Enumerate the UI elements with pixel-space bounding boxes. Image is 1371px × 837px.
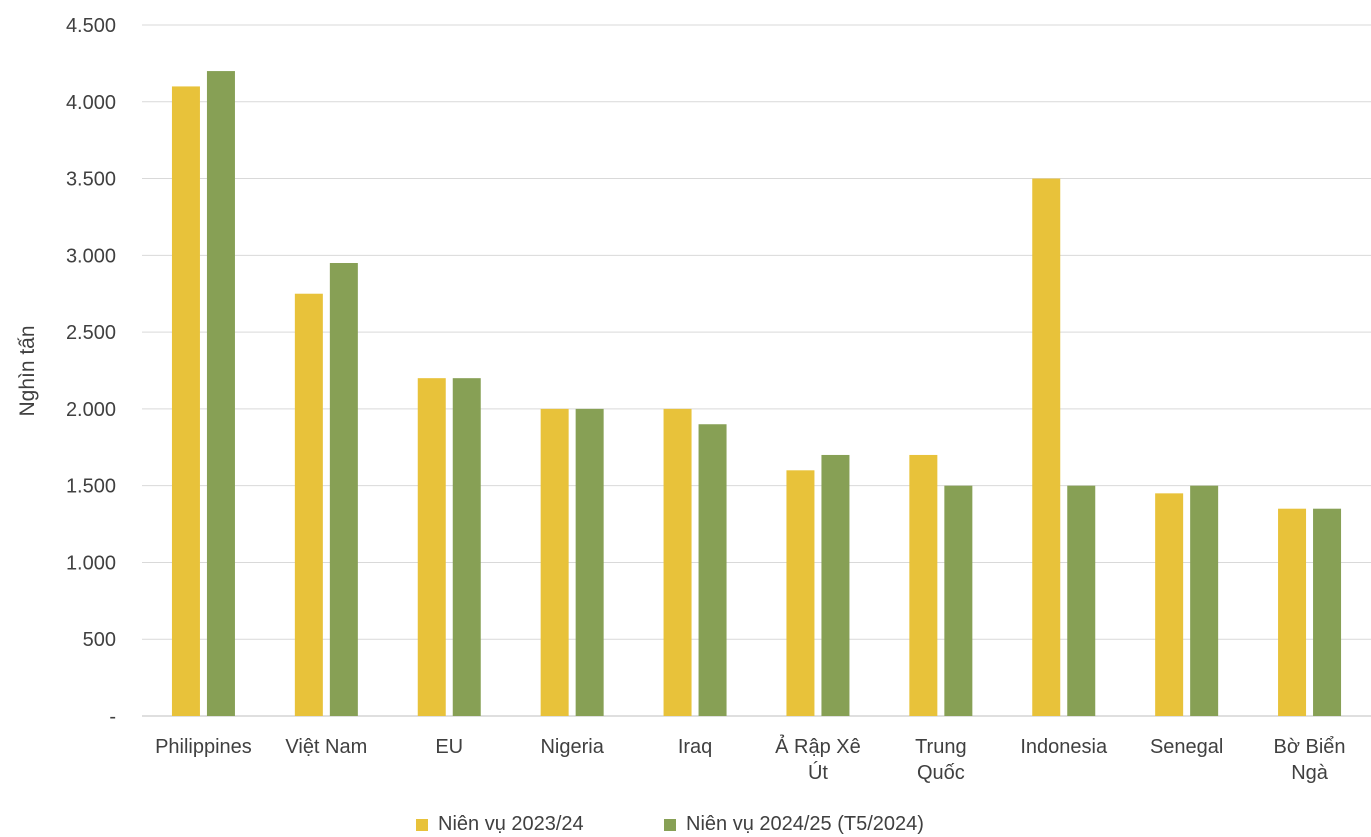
x-tick-label-line: Senegal xyxy=(1150,736,1223,758)
y-tick-label: 2.000 xyxy=(66,399,116,421)
bar-series2 xyxy=(1067,485,1096,716)
bar-series1 xyxy=(1155,493,1184,716)
x-tick-label: EU xyxy=(435,736,463,758)
bar-series2 xyxy=(698,424,727,716)
legend-label: Niên vụ 2023/24 xyxy=(438,813,584,835)
y-axis-title: Nghìn tấn xyxy=(16,325,39,416)
y-tick-label: 2.500 xyxy=(66,322,116,344)
bar-series1 xyxy=(171,86,200,716)
y-tick-label: 3.000 xyxy=(66,245,116,267)
bar-series2 xyxy=(944,485,973,716)
bar-series2 xyxy=(1190,485,1219,716)
x-tick-label: Nigeria xyxy=(540,736,604,758)
gridlines xyxy=(142,24,1371,717)
x-tick-label-line: Út xyxy=(808,761,828,784)
x-tick-label-line: Ả Rập Xê xyxy=(775,735,861,758)
x-tick-label-line: Philippines xyxy=(155,736,252,758)
x-tick-label-line: Indonesia xyxy=(1020,736,1108,758)
bar-series1 xyxy=(1032,178,1061,717)
legend-swatch xyxy=(416,819,428,831)
x-tick-label: Indonesia xyxy=(1020,736,1108,758)
bar-series2 xyxy=(1313,508,1342,716)
bar-series1 xyxy=(909,454,938,716)
legend-swatch xyxy=(664,819,676,831)
x-axis-labels: Philippines Việt Nam EU Nigeria Iraq Ả Rập Xê… xyxy=(155,735,1345,784)
bar-series1 xyxy=(1278,508,1307,716)
bar-series2 xyxy=(575,408,604,716)
bar-series1 xyxy=(663,408,692,716)
legend-label: Niên vụ 2024/25 (T5/2024) xyxy=(686,813,924,835)
bar-series1 xyxy=(294,293,323,716)
y-axis-ticks: - 500 1.000 1.500 2.000 2.500 3.000 3.500 4.000 4… xyxy=(66,15,116,728)
x-tick-label-line: Iraq xyxy=(678,736,712,758)
x-tick-label-line: Nigeria xyxy=(540,736,604,758)
x-tick-label-line: Quốc xyxy=(917,762,965,784)
bar-series1 xyxy=(540,408,569,716)
bars xyxy=(171,71,1342,717)
x-tick-label: Việt Nam xyxy=(285,736,367,758)
x-tick-label-line: Ngà xyxy=(1291,762,1329,784)
x-tick-label-line: EU xyxy=(435,736,463,758)
x-tick-label-line: Bờ Biển xyxy=(1274,736,1346,758)
bar-series2 xyxy=(329,263,358,716)
y-tick-label: 4.500 xyxy=(66,15,116,37)
x-tick-label: Philippines xyxy=(155,736,252,758)
x-tick-label: Bờ Biển Ngà xyxy=(1274,736,1346,784)
y-tick-label: 1.500 xyxy=(66,476,116,498)
y-tick-label: 4.000 xyxy=(66,92,116,114)
x-tick-label: Ả Rập Xê Út xyxy=(775,735,861,784)
y-tick-label: 1.000 xyxy=(66,552,116,574)
x-tick-label-line: Trung xyxy=(915,736,967,758)
bar-series1 xyxy=(786,470,815,716)
y-tick-label: - xyxy=(109,706,116,728)
y-tick-label: 3.500 xyxy=(66,169,116,191)
bar-series2 xyxy=(821,454,850,716)
y-tick-label: 500 xyxy=(83,629,116,651)
bar-series1 xyxy=(417,378,446,716)
legend: Niên vụ 2023/24 Niên vụ 2024/25 (T5/2024) xyxy=(416,813,924,835)
x-tick-label-line: Việt Nam xyxy=(285,736,367,758)
bar-series2 xyxy=(452,378,481,716)
x-tick-label: Senegal xyxy=(1150,736,1223,758)
x-tick-label: Iraq xyxy=(678,736,712,758)
bar-series2 xyxy=(206,71,235,717)
x-tick-label: Trung Quốc xyxy=(915,736,967,784)
